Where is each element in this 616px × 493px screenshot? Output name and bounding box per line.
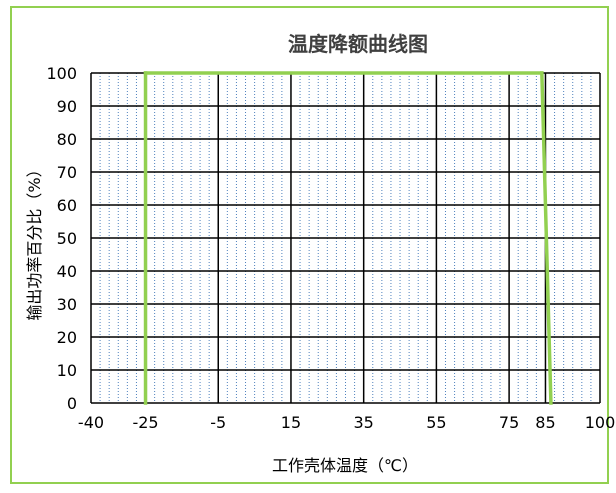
x-tick-label: 75	[499, 413, 519, 432]
chart-frame	[10, 6, 609, 484]
x-tick-label: 100	[585, 413, 616, 432]
chart-title: 温度降额曲线图	[288, 32, 428, 56]
series-layer	[143, 71, 553, 405]
x-tick-label: -5	[210, 413, 226, 432]
x-tick-labels: -40 -25 -5 15 35 55 75 85 100	[78, 413, 615, 432]
y-axis-label: 输出功率百分比（%）	[25, 161, 44, 320]
x-axis-label: 工作壳体温度（℃）	[272, 456, 418, 475]
derating-curve-segment	[540, 71, 553, 405]
y-tick-label: 60	[57, 196, 77, 215]
y-tick-label: 40	[57, 262, 77, 281]
x-tick-label: 85	[535, 413, 555, 432]
y-tick-label: 30	[57, 295, 77, 314]
y-tick-label: 70	[57, 163, 77, 182]
x-tick-label: 55	[426, 413, 446, 432]
y-tick-label: 80	[57, 130, 77, 149]
y-tick-labels: 0 10 20 30 40 50 60 70 80 90 100	[46, 64, 77, 413]
x-tick-label: -40	[78, 413, 104, 432]
x-tick-label: 15	[281, 413, 301, 432]
y-tick-label: 20	[57, 328, 77, 347]
y-tick-label: 100	[46, 64, 77, 83]
y-tick-label: 50	[57, 229, 77, 248]
major-gridlines	[90, 72, 601, 404]
x-tick-label: 35	[353, 413, 373, 432]
y-tick-label: 0	[67, 394, 77, 413]
y-tick-label: 10	[57, 361, 77, 380]
y-tick-label: 90	[57, 97, 77, 116]
x-tick-label: -25	[132, 413, 158, 432]
